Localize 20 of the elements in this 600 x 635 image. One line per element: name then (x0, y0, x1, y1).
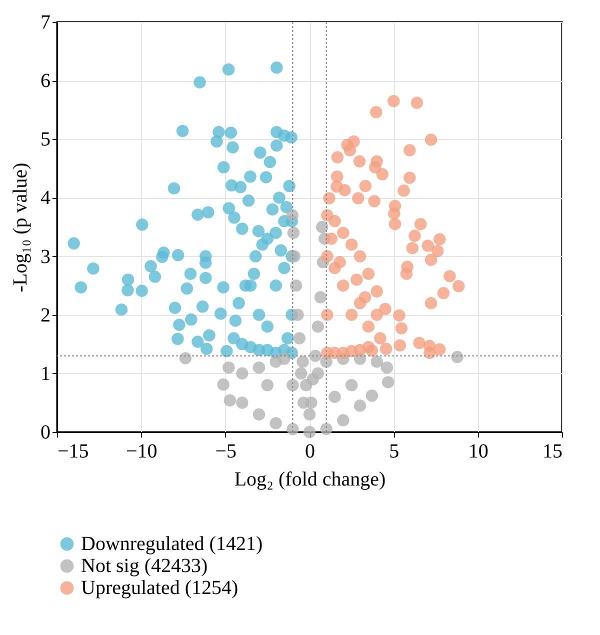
x-tick-label: −5 (215, 440, 236, 462)
y-tick-label: 4 (40, 187, 50, 210)
x-tick-label: 0 (305, 440, 315, 462)
x-tick-label: 5 (389, 440, 400, 462)
x-tick-label: 10 (468, 440, 488, 462)
y-axis-title: -Log₁₀ (p value) (10, 162, 32, 292)
y-tick-label: 1 (40, 362, 50, 385)
y-tick-label: 2 (40, 304, 50, 326)
legend-label: Downregulated (1421) (81, 533, 263, 555)
x-tick-label: −10 (126, 440, 158, 462)
legend-label: Not sig (42433) (81, 555, 208, 577)
y-tick-label: 5 (40, 128, 50, 151)
x-axis-title: Log₂ (fold change) (234, 468, 386, 490)
y-tick-label: 3 (40, 246, 50, 268)
y-tick-label: 6 (40, 70, 50, 92)
y-tick-label: 7 (40, 12, 50, 34)
x-tick-label: −15 (58, 440, 89, 462)
y-tick-label: 0 (40, 422, 50, 444)
x-tick-label: 15 (542, 440, 562, 462)
legend-label: Upregulated (1254) (81, 577, 238, 599)
